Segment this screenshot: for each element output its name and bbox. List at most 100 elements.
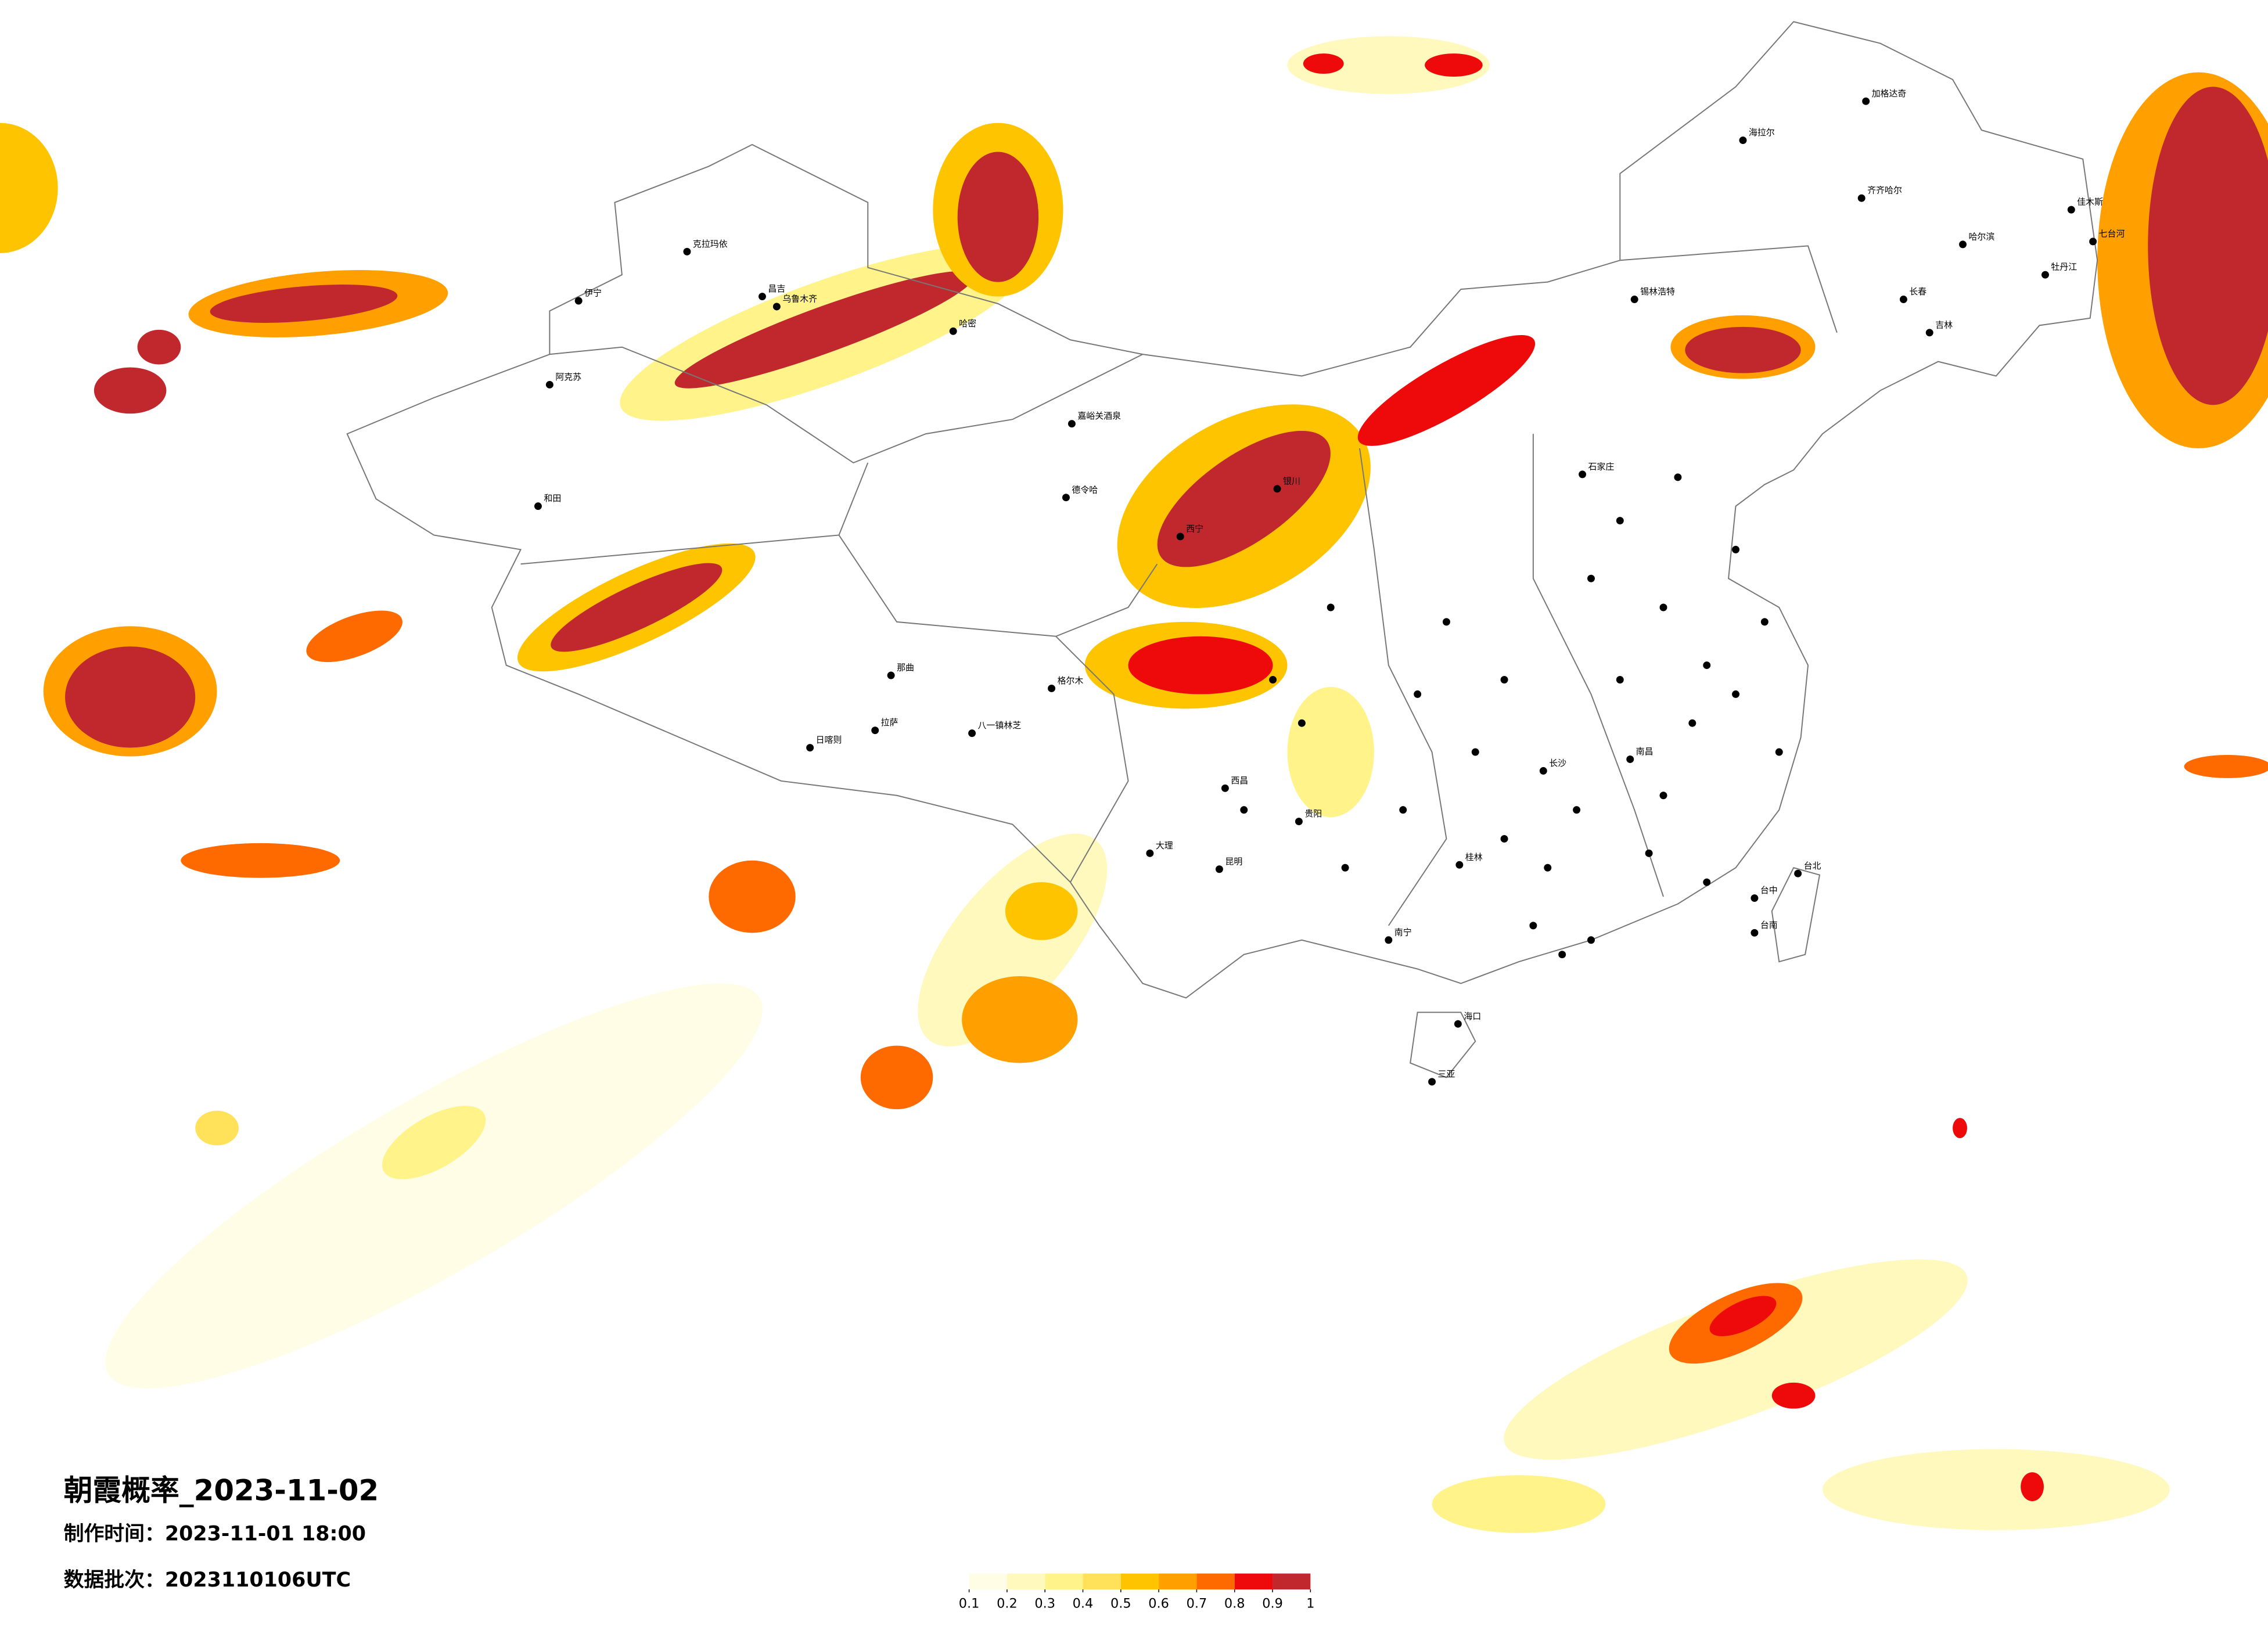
city-dot [1579, 470, 1587, 479]
city-dot [1645, 849, 1653, 857]
city-dot [1775, 748, 1783, 756]
city-label: 哈密 [959, 318, 976, 329]
production-time: 制作时间：2023-11-01 18:00 [64, 1522, 366, 1545]
field-blob [709, 860, 796, 933]
city-dot [1500, 834, 1508, 843]
city-dot [1688, 719, 1696, 727]
colorbar-label: 0.9 [1262, 1596, 1283, 1611]
province-border [549, 346, 1143, 464]
city-dot [1616, 517, 1624, 525]
city-dot [1862, 97, 1870, 105]
city-dot [1558, 951, 1566, 959]
city-label: 锡林浩特 [1640, 286, 1675, 297]
city-dot [1674, 473, 1682, 481]
city-label: 银川 [1283, 476, 1300, 486]
city-dot [683, 247, 691, 256]
city-dot [1455, 861, 1464, 869]
field-blob [94, 367, 167, 414]
city-label: 拉萨 [881, 717, 898, 728]
field-blob [1303, 53, 1344, 74]
province-border [1620, 245, 1838, 333]
field-blob [0, 123, 58, 253]
field-blob [2021, 1472, 2044, 1502]
city-dot [1297, 719, 1306, 727]
city-dot [1221, 784, 1229, 792]
city-dot [1500, 676, 1508, 684]
field-blob [306, 610, 402, 663]
colorbar-swatch [1083, 1573, 1121, 1589]
city-dot [1732, 545, 1739, 553]
city-dot [574, 297, 583, 305]
colorbar-label: 1 [1306, 1596, 1314, 1611]
field-blob [137, 329, 181, 365]
city-dot [1630, 296, 1638, 303]
city-dot [1626, 756, 1634, 763]
city-dot [1959, 240, 1967, 249]
data-batch: 数据批次：2023110106UTC [64, 1569, 351, 1592]
city-dot [1794, 869, 1802, 877]
city-label: 格尔木 [1058, 675, 1084, 686]
colorbar-label: 0.4 [1073, 1596, 1094, 1611]
city-label: 大理 [1156, 840, 1173, 851]
colorbar-label: 0.8 [1224, 1596, 1245, 1611]
city-dot [1703, 661, 1711, 670]
city-dot [1751, 894, 1759, 902]
city-dot [1925, 329, 1933, 337]
province-border [1055, 636, 1129, 883]
colorbar-swatch [1196, 1573, 1235, 1589]
city-label: 哈尔滨 [1968, 231, 1994, 242]
province-border [1359, 448, 1447, 926]
colorbar-label: 0.2 [997, 1596, 1018, 1611]
city-label: 牡丹江 [2051, 262, 2077, 272]
city-label: 南宁 [1394, 927, 1412, 937]
city-dot [1273, 485, 1281, 493]
field-blob [1709, 1296, 1777, 1336]
city-label: 台中 [1760, 885, 1778, 895]
colorbar-swatch [1120, 1573, 1159, 1589]
city-dot [1215, 865, 1223, 873]
city-dot [871, 726, 879, 735]
city-label: 贵阳 [1304, 808, 1322, 819]
city-label: 加格达奇 [1872, 88, 1907, 99]
city-label: 嘉峪关酒泉 [1077, 411, 1121, 421]
city-dot [1471, 748, 1479, 756]
field-blob [1504, 1259, 1968, 1460]
city-dot [1454, 1020, 1462, 1028]
colorbar-swatch [969, 1573, 1007, 1589]
city-dot [1062, 494, 1070, 502]
city-dot [1269, 676, 1277, 684]
city-dot [1573, 806, 1581, 814]
city-label: 三亚 [1437, 1069, 1455, 1079]
colorbar: 0.1 0.2 0.3 0.4 0.5 0.6 0.7 0.8 0.9 1 [959, 1573, 1314, 1611]
city-dot [1539, 767, 1547, 775]
city-dot [1399, 806, 1407, 814]
city-label: 长春 [1909, 286, 1926, 297]
field-blob [2148, 87, 2268, 405]
city-label: 海口 [1464, 1011, 1481, 1021]
city-label: 那曲 [897, 663, 914, 673]
city-dot [1751, 929, 1759, 937]
city-label: 阿克苏 [555, 372, 581, 382]
field-blob [1425, 53, 1483, 77]
colorbar-swatch [1234, 1573, 1273, 1589]
city-dot [1659, 603, 1667, 611]
city-dot [1048, 684, 1056, 692]
field-blob [1005, 882, 1078, 940]
city-dot [1659, 792, 1667, 800]
field-blob [1822, 1449, 2170, 1530]
city-dot [1760, 618, 1769, 626]
field-blob [1685, 326, 1801, 373]
city-label: 台北 [1804, 861, 1821, 871]
city-dot [1240, 806, 1248, 814]
title: 朝霞概率_2023-11-02 [64, 1474, 379, 1508]
province-border [1532, 434, 1664, 897]
city-dot [1616, 676, 1624, 684]
city-dot [2067, 206, 2075, 214]
field-blob [1157, 430, 1331, 567]
field-blob [1287, 36, 1490, 94]
city-label: 长沙 [1549, 758, 1566, 768]
city-label: 佳木斯 [2077, 197, 2103, 207]
